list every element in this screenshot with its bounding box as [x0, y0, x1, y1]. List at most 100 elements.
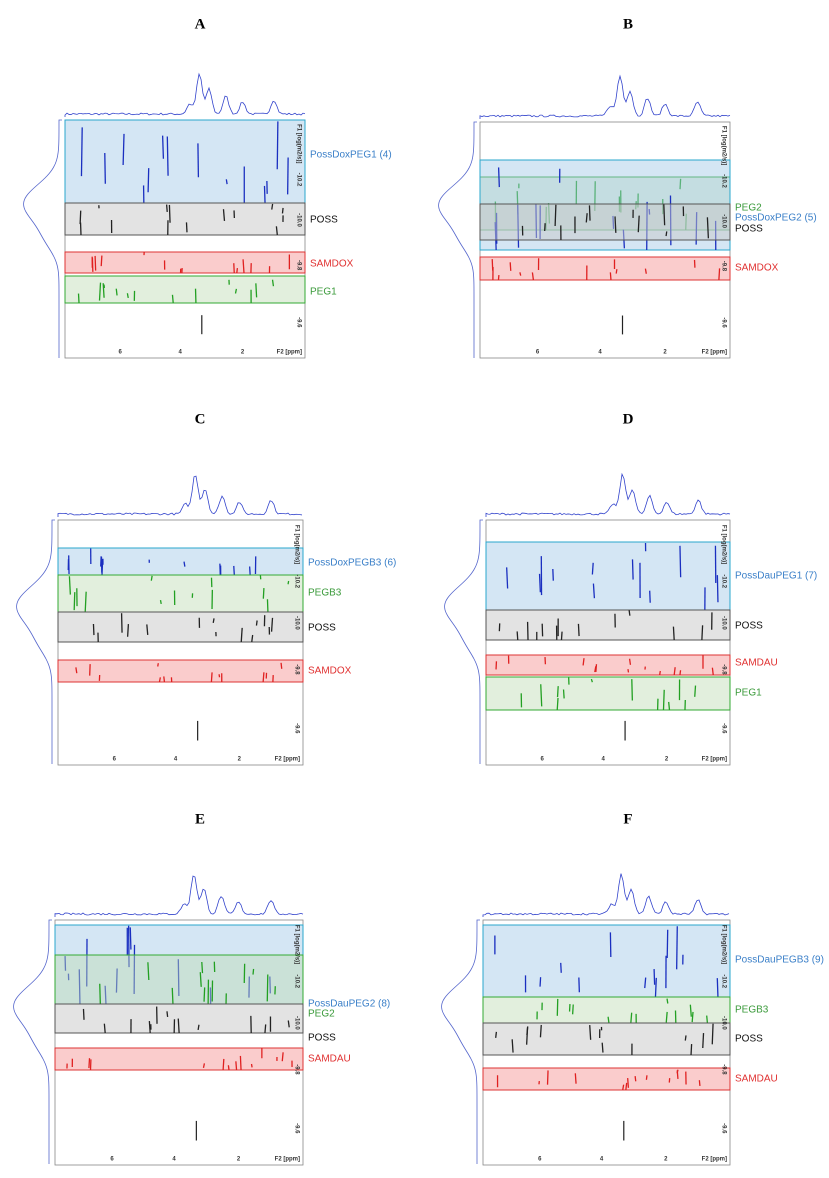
x-tick-label: 2 — [237, 1157, 241, 1163]
peak — [665, 231, 668, 237]
peak — [590, 678, 593, 683]
peak — [689, 1004, 692, 1017]
panel-label: A — [195, 16, 206, 32]
peak — [509, 262, 512, 271]
y-tick-label: -9.8 — [720, 1064, 726, 1075]
x-tick-label: 2 — [663, 350, 667, 356]
peak — [203, 987, 206, 1002]
peak — [264, 1024, 267, 1034]
peak — [592, 583, 596, 599]
y-tick-label: -9.6 — [293, 723, 299, 734]
band — [57, 659, 304, 683]
y-tick-label: -9.6 — [295, 317, 301, 328]
peak — [691, 1011, 694, 1023]
peak — [103, 1023, 106, 1034]
peak — [585, 213, 588, 223]
peak — [77, 293, 80, 304]
peak — [240, 627, 243, 643]
peak — [662, 689, 665, 711]
peak — [126, 624, 130, 637]
y-axis-label: F1 [log(m2/s)] — [720, 925, 726, 964]
peak — [104, 153, 106, 184]
peak — [165, 204, 168, 213]
peak — [644, 977, 647, 989]
peak — [672, 626, 675, 641]
peak — [281, 207, 284, 214]
peak — [177, 959, 180, 996]
y-tick-label: -9.6 — [720, 723, 726, 734]
band — [485, 541, 731, 611]
top-projection — [482, 873, 730, 917]
top-projection — [64, 72, 306, 117]
peak — [538, 573, 541, 593]
peak — [104, 985, 107, 1005]
band-label: SAMDOX — [308, 666, 352, 677]
band — [64, 251, 306, 274]
peak — [287, 1020, 290, 1028]
peak — [673, 667, 676, 676]
x-tick-label: 4 — [600, 1157, 604, 1163]
band-label: POSS — [308, 1033, 336, 1044]
peak — [68, 576, 72, 595]
peak — [166, 1011, 169, 1018]
panel-label: B — [623, 16, 633, 32]
band — [479, 203, 731, 241]
peak — [115, 968, 118, 993]
left-projection — [441, 919, 480, 1164]
y-tick-label: -10.0 — [720, 1016, 726, 1030]
peak — [694, 685, 697, 697]
peak — [716, 978, 719, 998]
peak — [227, 1065, 230, 1071]
y-tick-label: -9.8 — [720, 261, 726, 272]
band-label: PossDoxPEGB3 (6) — [308, 558, 396, 569]
peak — [158, 677, 161, 683]
peak — [497, 167, 500, 188]
peak — [252, 968, 255, 975]
peak — [577, 623, 580, 637]
peak — [676, 926, 678, 970]
band-label: PossDoxPEG1 (4) — [310, 150, 392, 161]
peak — [631, 679, 633, 701]
peak — [711, 667, 714, 676]
peak — [239, 1055, 242, 1071]
peak — [556, 697, 559, 711]
peak — [233, 565, 235, 576]
peak — [222, 1058, 225, 1071]
peak — [201, 961, 204, 974]
peak — [718, 268, 721, 281]
x-axis-label: F2 [ppm] — [702, 757, 727, 763]
band — [485, 654, 731, 676]
peak — [645, 1075, 648, 1080]
peak — [554, 204, 557, 226]
x-tick-label: 6 — [110, 1157, 114, 1163]
peak — [100, 255, 103, 267]
plot-frame — [485, 519, 731, 766]
panel-label: C — [195, 411, 206, 427]
peak — [679, 545, 682, 578]
x-tick-label: 2 — [664, 1157, 668, 1163]
plot-frame — [54, 919, 304, 1166]
peak — [679, 178, 682, 190]
panel: D PossDauPEG1 (7) POSS SAMDAU PEG1 6 4 2 F2 [ppm… — [444, 411, 817, 766]
peak — [609, 272, 612, 281]
y-tick-label: -9.8 — [295, 260, 301, 271]
x-axis-label: F2 [ppm] — [275, 1157, 300, 1163]
y-tick-label: -10.2 — [720, 974, 726, 988]
peak — [519, 272, 522, 276]
peak — [78, 969, 81, 1005]
y-tick-label: -10.2 — [720, 574, 726, 588]
peak — [185, 222, 188, 233]
peak — [251, 634, 254, 643]
peak — [281, 1052, 284, 1062]
peak — [562, 689, 565, 699]
x-axis-label: F2 [ppm] — [702, 1157, 727, 1163]
peak — [663, 204, 666, 226]
peak — [82, 1008, 85, 1020]
band-label: PossDauPEG2 (8) — [308, 999, 390, 1010]
peak — [526, 1026, 529, 1036]
peak — [706, 1015, 709, 1024]
peak — [702, 1033, 705, 1049]
peak — [115, 288, 118, 296]
peak — [270, 617, 274, 632]
